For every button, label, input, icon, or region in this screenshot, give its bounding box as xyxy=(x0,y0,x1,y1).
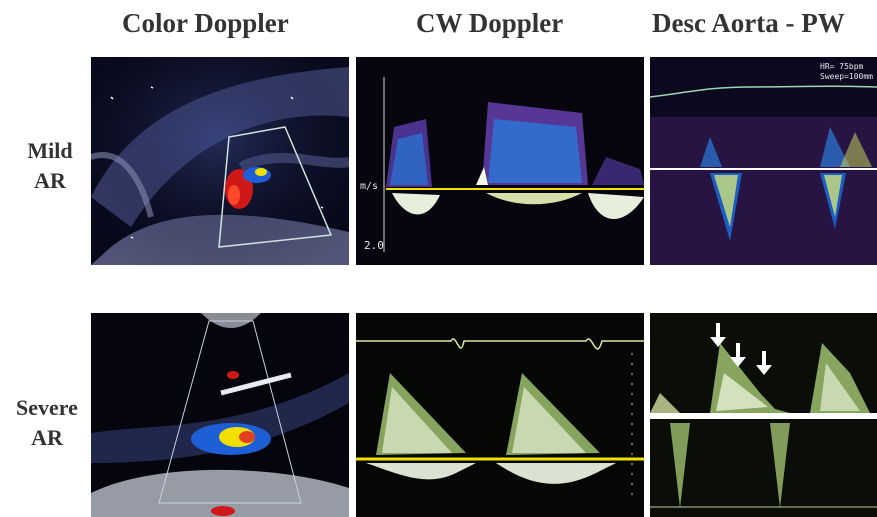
row-label-severe-line2: AR xyxy=(31,425,63,450)
arrow-down-icon xyxy=(756,351,772,375)
row-label-severe-line1: Severe xyxy=(16,395,78,420)
row-label-mild-line2: AR xyxy=(34,168,66,193)
pw-hr-label: HR= 75bpm xyxy=(820,62,864,71)
cw-unit-label: m/s xyxy=(360,181,378,192)
cw-scale-label: 2.0 xyxy=(364,239,384,252)
mild-desc-aorta-pw-spectrum: HR= 75bpm Sweep=100mm xyxy=(650,57,877,265)
severe-desc-aorta-pw-spectrum xyxy=(650,313,877,517)
arrow-down-icon xyxy=(710,323,726,347)
row-label-severe: Severe AR xyxy=(4,393,90,453)
title-desc-aorta-pw: Desc Aorta - PW xyxy=(652,8,845,38)
row-label-mild-line1: Mild xyxy=(27,138,73,163)
pw-sweep-label: Sweep=100mm xyxy=(820,72,873,81)
arrow-down-icon xyxy=(730,343,746,367)
mild-cw-doppler-spectrum: m/s 2.0 xyxy=(356,57,644,265)
severe-cw-doppler-spectrum xyxy=(356,313,644,517)
mild-color-doppler-image xyxy=(91,57,349,265)
title-color-doppler: Color Doppler xyxy=(122,8,289,38)
severe-color-doppler-image xyxy=(91,313,349,517)
row-label-mild: Mild AR xyxy=(18,136,82,196)
title-cw-doppler: CW Doppler xyxy=(416,8,564,38)
